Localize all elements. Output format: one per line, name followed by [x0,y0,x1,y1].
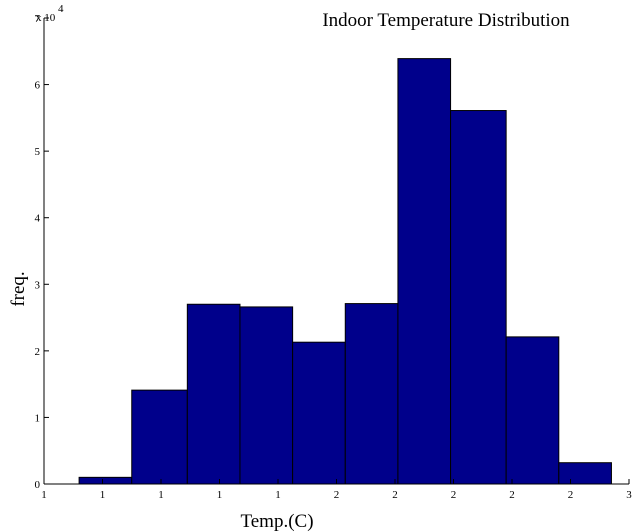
y-tick-label: 0 [35,479,41,491]
x-tick-label: 2 [392,489,398,501]
x-tick-label: 3 [626,489,632,501]
chart-title: Indoor Temperature Distribution [322,10,570,31]
histogram-bar-6 [344,303,399,485]
x-tick-label: 1 [217,489,223,501]
y-tick-label: 6 [35,80,41,92]
x-tick-label: 2 [451,489,457,501]
x-tick-label: 2 [334,489,340,501]
x-tick-label: 1 [275,489,281,501]
histogram-bar-9 [505,336,560,485]
y-tick-label: 7 [35,13,41,25]
x-tick-label: 1 [100,489,106,501]
histogram-bar-10 [558,462,612,485]
histogram-bar-4 [239,306,294,485]
x-axis-label: Temp.(C) [240,511,313,532]
y-scale-label: x 10 [36,12,56,24]
x-tick-label: 2 [509,489,515,501]
x-tick-label: 2 [568,489,574,501]
histogram-bar-3 [186,303,241,485]
histogram-bar-8 [450,110,507,485]
bars-group [78,58,612,485]
histogram-bar-5 [292,341,346,485]
x-tick-label: 1 [158,489,164,501]
x-ticks-group: 1 1 1 1 1 2 2 2 2 2 3 [41,479,632,501]
x-tick-label: 1 [41,489,47,501]
histogram-bar-7 [397,58,452,485]
y-scale-exponent: 4 [58,3,64,15]
y-tick-label: 1 [35,412,41,424]
y-tick-label: 2 [35,346,41,358]
y-tick-label: 5 [35,146,41,158]
histogram-bar-2 [131,389,188,485]
y-tick-label: 4 [35,213,41,225]
histogram-bar-1 [78,476,133,485]
y-ticks-group: 0 1 2 3 4 5 6 7 [35,13,49,491]
y-tick-label: 3 [35,279,41,291]
y-axis-label: freq. [8,271,29,306]
